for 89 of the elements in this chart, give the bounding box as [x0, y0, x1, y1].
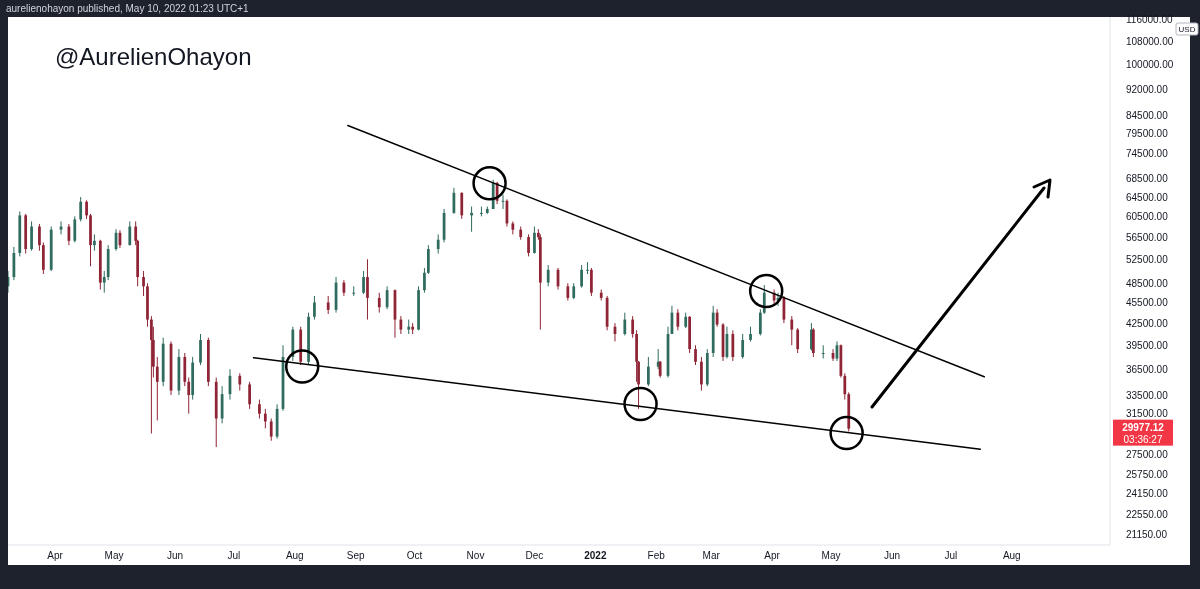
candlestick	[821, 344, 825, 360]
x-tick-label: May	[104, 550, 124, 561]
candlestick	[427, 244, 430, 275]
x-tick-label: Jul	[227, 550, 241, 561]
candlestick	[700, 356, 703, 392]
y-axis-title: USD	[1178, 25, 1196, 34]
candlestick	[741, 333, 745, 360]
y-tick-label: 52500.00	[1126, 253, 1169, 265]
x-tick-label: Sep	[346, 550, 366, 561]
candlestick	[546, 264, 550, 287]
candlestick	[527, 233, 530, 257]
candlestick	[676, 308, 680, 331]
candlestick	[248, 381, 251, 410]
y-tick-label: 64500.00	[1126, 191, 1169, 203]
x-tick-label: Aug	[285, 550, 304, 561]
candlestick	[102, 270, 106, 294]
y-tick-label: 22550.00	[1126, 509, 1169, 521]
y-tick-label: 45500.00	[1126, 297, 1169, 309]
candlestick	[313, 295, 316, 321]
y-tick-label: 92000.00	[1126, 84, 1169, 96]
candlestick	[199, 333, 202, 366]
candlestick	[758, 308, 762, 336]
y-tick-label: 100000.00	[1126, 58, 1174, 70]
candlestick	[623, 312, 627, 336]
x-tick-label: Oct	[406, 550, 423, 561]
candlestick	[352, 285, 356, 297]
candlestick	[38, 223, 41, 252]
candlestick	[142, 270, 145, 297]
candlestick	[586, 261, 589, 275]
candlestick	[580, 264, 583, 289]
text: 03:36:27	[1123, 433, 1163, 445]
y-tick-label: 79500.00	[1126, 128, 1169, 140]
text: 29977.12	[1122, 421, 1165, 433]
y-tick-label: 39500.00	[1126, 339, 1169, 351]
candlestick	[694, 344, 697, 366]
candlestick	[533, 226, 536, 255]
y-tick-label: 60500.00	[1126, 210, 1169, 222]
candlestick	[366, 258, 369, 321]
candlestick	[796, 327, 800, 354]
candlestick	[30, 220, 33, 252]
x-tick-label: Feb	[647, 550, 666, 561]
candlestick	[326, 295, 330, 315]
candlestick	[269, 418, 273, 442]
x-tick-label: Mar	[702, 550, 721, 561]
y-tick-label: 84500.00	[1126, 109, 1169, 121]
y-tick-label: 33500.00	[1126, 389, 1169, 401]
x-tick-label: 2022	[584, 550, 607, 561]
x-tick-label: Jun	[883, 550, 901, 561]
y-tick-label: 48500.00	[1126, 277, 1169, 289]
candlestick	[436, 233, 440, 255]
candlestick	[73, 215, 77, 243]
x-tick-label: Aug	[1002, 550, 1021, 561]
y-tick-label: 25750.00	[1126, 469, 1169, 481]
candlestick	[85, 199, 88, 220]
y-tick-label: 56500.00	[1126, 231, 1169, 243]
candlestick	[377, 292, 381, 314]
candlestick	[790, 315, 794, 346]
candlestick	[79, 196, 83, 222]
y-tick-label: 36500.00	[1126, 363, 1169, 375]
x-tick-label: Nov	[466, 550, 485, 561]
candlestick	[631, 315, 635, 339]
y-tick-label: 21150.00	[1126, 528, 1168, 540]
y-tick-label: 27500.00	[1126, 449, 1169, 461]
x-tick-label: May	[821, 550, 841, 561]
candlestick	[263, 408, 267, 429]
x-tick-label: Dec	[525, 550, 544, 561]
candlestick	[460, 191, 464, 220]
candlestick	[423, 267, 426, 294]
x-tick-label: Jul	[944, 550, 958, 561]
y-tick-label: 108000.00	[1126, 35, 1174, 47]
text: @AurelienOhayon	[55, 43, 252, 70]
candlestick	[647, 356, 650, 387]
candlestick	[362, 270, 365, 295]
x-tick-label: Apr	[47, 550, 64, 561]
candlestick	[187, 377, 191, 415]
y-tick-label: 24150.00	[1126, 488, 1169, 500]
y-tick-label: 74500.00	[1126, 147, 1169, 159]
candlestick	[258, 399, 261, 419]
candlestick	[590, 267, 593, 297]
y-tick-label: 42500.00	[1126, 317, 1169, 329]
text: aurelienohayon published, May 10, 2022 01:23 UTC+1	[6, 3, 250, 14]
candlestick	[155, 356, 159, 421]
y-tick-label: 68500.00	[1126, 173, 1169, 185]
x-tick-label: Jun	[166, 550, 184, 561]
y-tick-label: 116000.00	[1126, 14, 1173, 26]
x-tick-label: Apr	[764, 550, 781, 561]
candlestick	[731, 329, 735, 362]
y-tick-label: 31500.00	[1126, 408, 1169, 420]
candlestick	[762, 284, 766, 315]
